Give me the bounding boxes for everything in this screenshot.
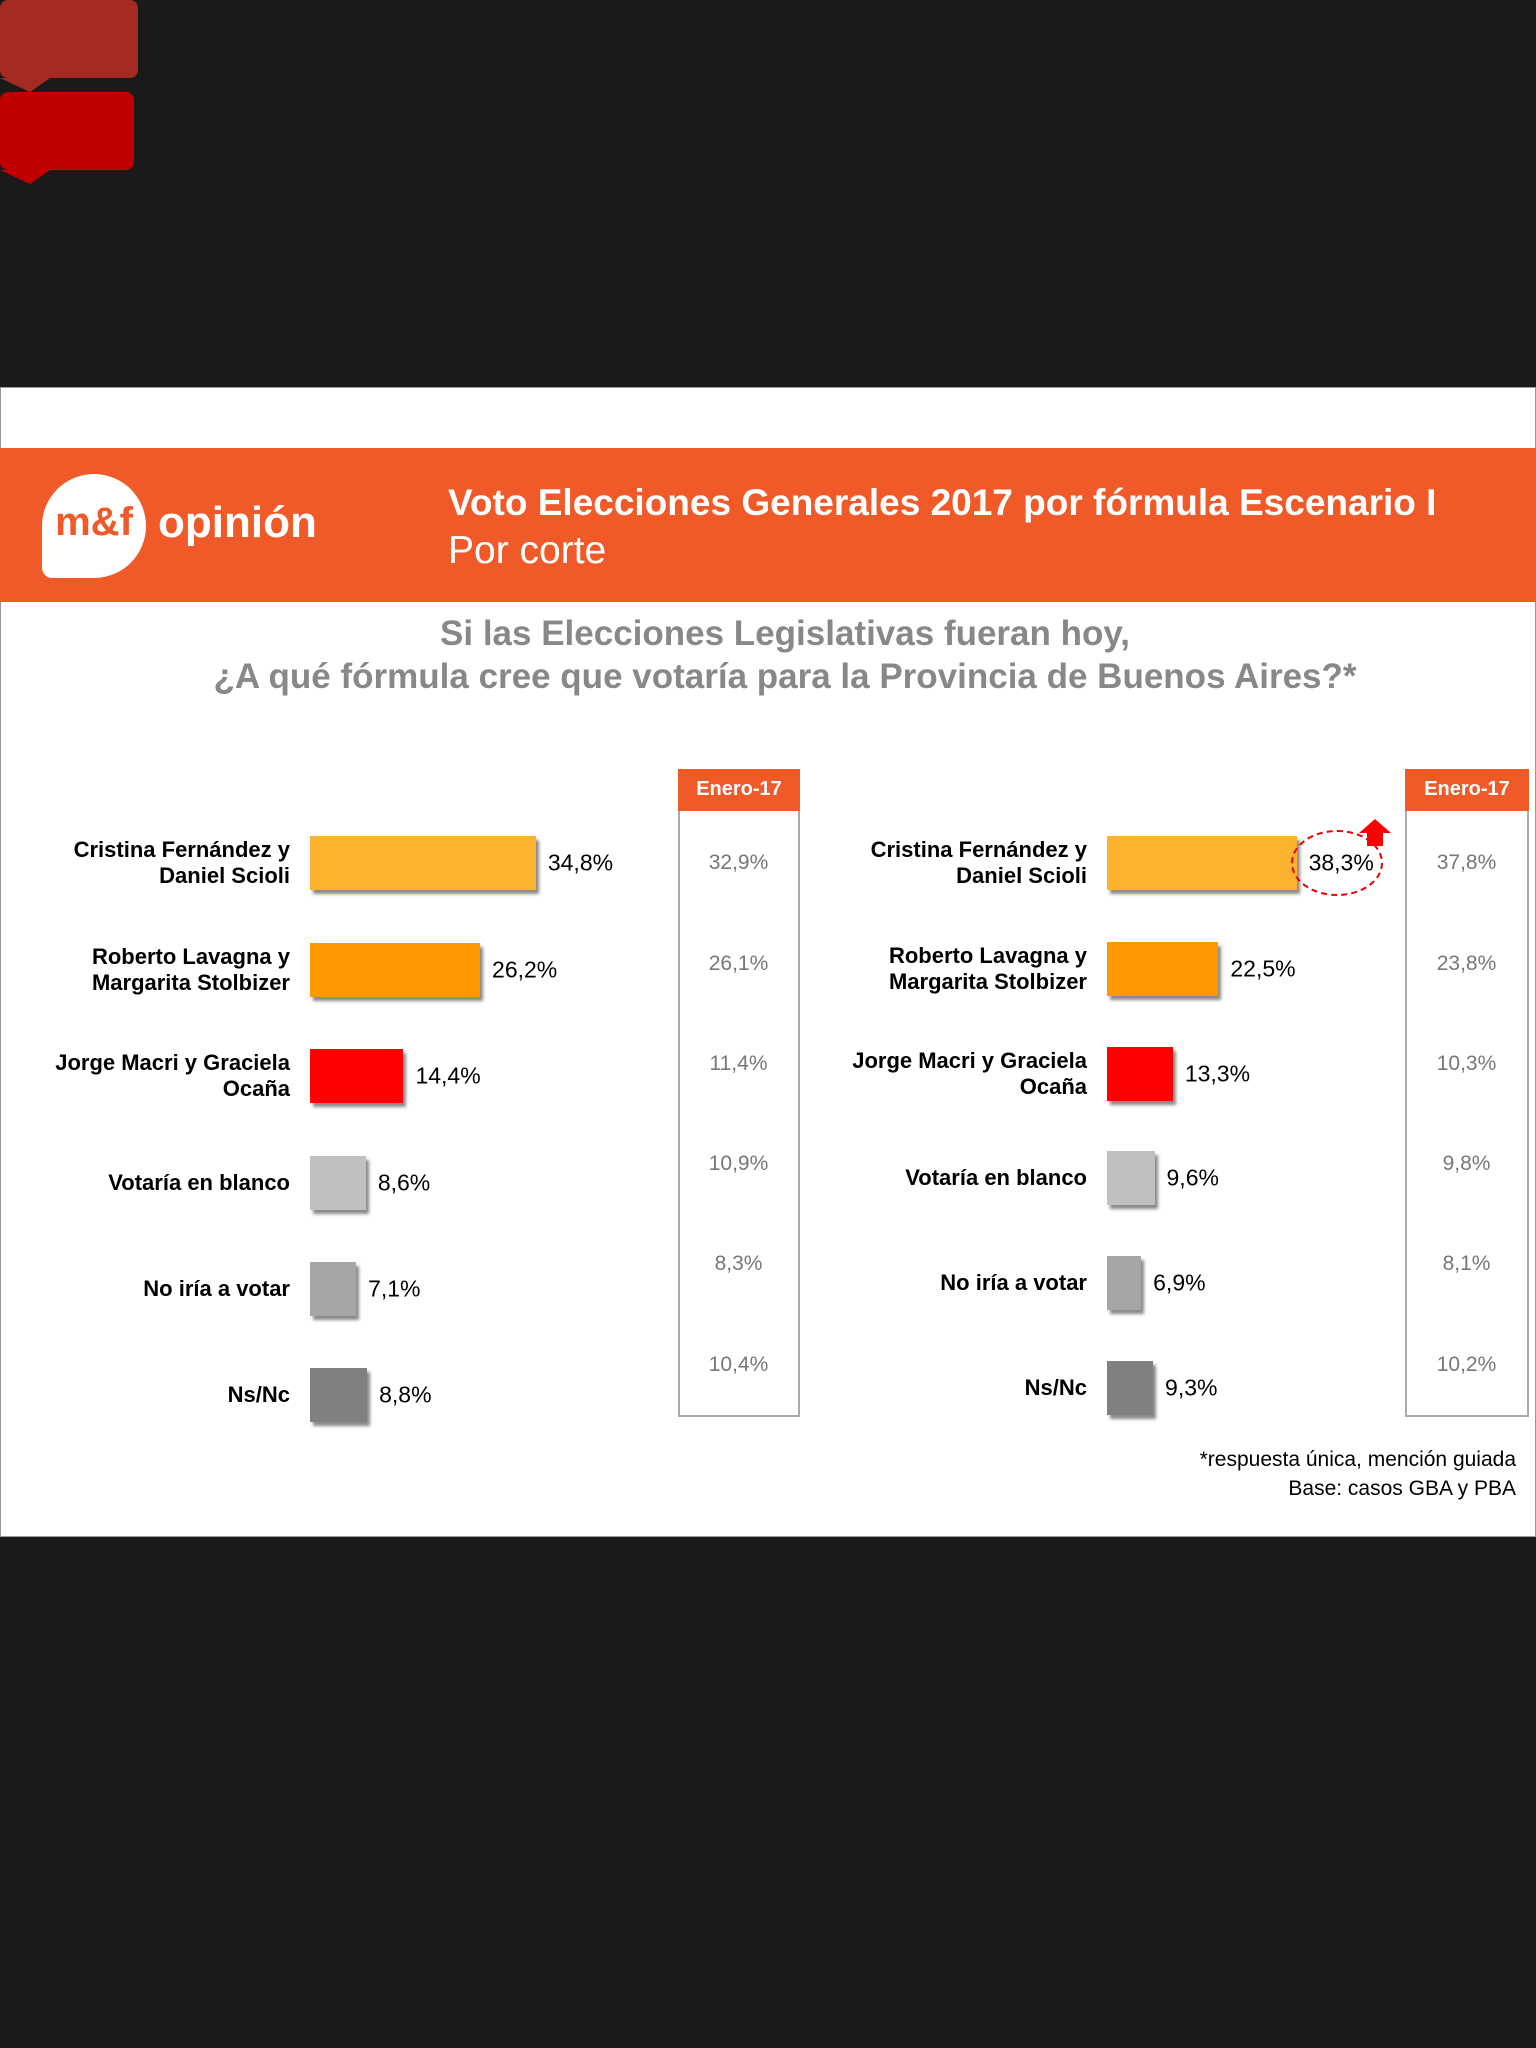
category-label: Cristina Fernández y Daniel Scioli (73, 837, 290, 888)
reference-value: 23,8% (1436, 952, 1497, 975)
reference-value: 8,1% (1442, 1252, 1491, 1275)
reference-value: 10,2% (1436, 1353, 1497, 1376)
bar (1107, 1256, 1142, 1310)
reference-value: 32,9% (708, 851, 769, 874)
highlight-ellipse (1290, 830, 1383, 896)
value-label: 34,8% (547, 849, 614, 876)
category-label: Jorge Macri y Graciela Ocaña (852, 1048, 1087, 1099)
reference-value: 10,4% (708, 1353, 769, 1376)
category-label: Roberto Lavagna y Margarita Stolbizer (91, 944, 290, 995)
bar (310, 1049, 404, 1103)
value-label: 6,9% (1153, 1269, 1206, 1296)
question-line: ¿A qué fórmula cree que votaría para la … (213, 657, 1357, 696)
header-band (0, 448, 1536, 602)
bar (1107, 942, 1219, 996)
category-label: Ns/Nc (1024, 1375, 1087, 1400)
category-label: Roberto Lavagna y Margarita Stolbizer (888, 943, 1087, 994)
value-label: 9,6% (1166, 1164, 1219, 1191)
logo-left: m&f (55, 500, 133, 544)
value-label: 14,4% (415, 1062, 481, 1089)
panel-tag (0, 0, 138, 78)
category-label: Jorge Macri y Graciela Ocaña (55, 1050, 290, 1101)
reference-title: Enero-17 (1424, 778, 1510, 800)
value-label: 9,3% (1165, 1374, 1218, 1401)
category-label: Cristina Fernández y Daniel Scioli (870, 837, 1087, 888)
reference-value: 9,8% (1442, 1152, 1491, 1175)
category-label: No iría a votar (940, 1270, 1087, 1295)
category-label: No iría a votar (143, 1276, 290, 1301)
highlight-arrow-stem (1366, 832, 1383, 846)
reference-box (678, 769, 800, 1417)
reference-value: 26,1% (708, 952, 769, 975)
subtitle: Por corte (448, 529, 607, 572)
bar (310, 1368, 368, 1422)
reference-title: Enero-17 (696, 778, 782, 800)
category-label: Ns/Nc (227, 1382, 290, 1407)
footnote: Base: casos GBA y PBA (1288, 1477, 1516, 1500)
reference-header (1405, 769, 1529, 811)
reference-header (678, 769, 800, 811)
panel-tag (0, 92, 134, 170)
category-label: Votaría en blanco (108, 1170, 290, 1195)
reference-value: 37,8% (1436, 851, 1497, 874)
reference-value: 8,3% (714, 1252, 763, 1275)
value-label: 13,3% (1184, 1060, 1251, 1087)
highlight-arrow-head (1358, 819, 1391, 833)
logo-circle (42, 474, 146, 578)
panel-tag-tail (0, 170, 50, 184)
footnote: *respuesta única, mención guiada (1199, 1448, 1516, 1471)
bar (310, 1262, 357, 1316)
title: Voto Elecciones Generales 2017 por fórmu… (448, 482, 1437, 523)
value-label: 26,2% (492, 956, 558, 983)
bar (310, 836, 536, 890)
bar (310, 943, 481, 997)
panel-title: PBA (70, 738, 134, 773)
bar (1107, 1361, 1154, 1415)
value-label: 7,1% (368, 1275, 421, 1302)
panel-tag-tail (0, 78, 50, 92)
question-line: Si las Elecciones Legislativas fueran ho… (440, 614, 1130, 653)
category-label: Votaría en blanco (905, 1165, 1087, 1190)
bar (1107, 1047, 1173, 1101)
logo-right: opinión (158, 498, 317, 547)
value-label: 22,5% (1230, 955, 1296, 982)
bar (1107, 836, 1297, 890)
bar (1107, 1151, 1155, 1205)
reference-value: 10,9% (708, 1152, 769, 1175)
value-label: 8,6% (377, 1169, 431, 1196)
reference-box (1405, 769, 1529, 1417)
panel-title: GBA (861, 738, 927, 773)
reference-value: 11,4% (709, 1052, 768, 1075)
bar (310, 1156, 366, 1210)
reference-value: 10,3% (1436, 1052, 1497, 1075)
value-label: 8,8% (379, 1381, 432, 1408)
